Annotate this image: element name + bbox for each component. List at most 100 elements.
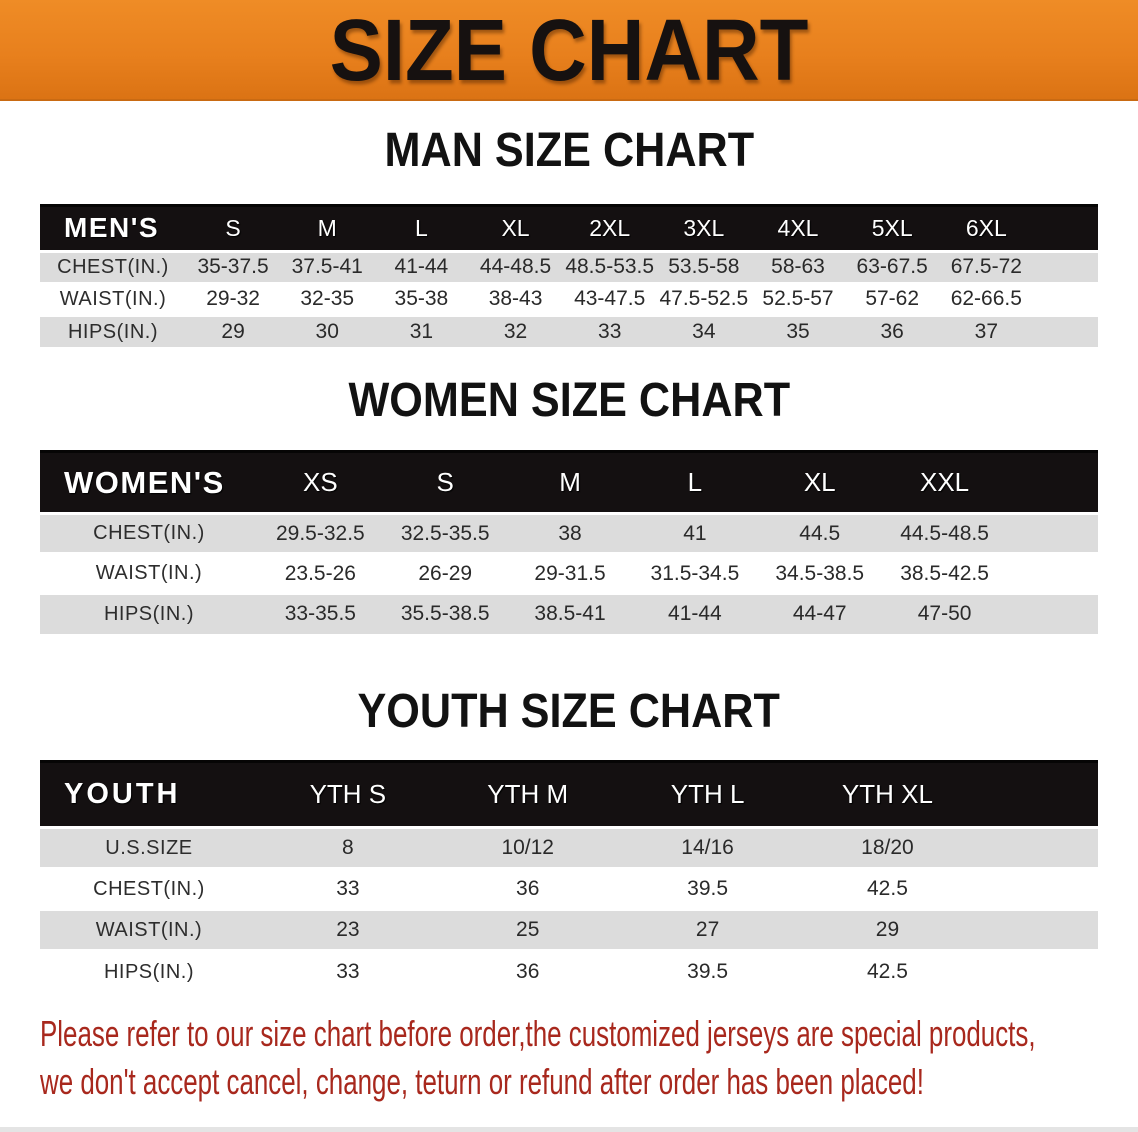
youth-value-r0-c2: 14/16 bbox=[617, 826, 798, 869]
women-size-table: WOMEN'S XS S M L XL XXL CHEST(IN.) 29.5-32.5 32.… bbox=[40, 450, 1098, 634]
youth-size-section: YOUTH SIZE CHART YOUTH YTH S YTH M YTH L YTH… bbox=[0, 685, 1138, 992]
man-row-label-0: CHEST(IN.) bbox=[40, 249, 186, 284]
women-value-r0-c5: 44.5-48.5 bbox=[882, 512, 1007, 554]
man-value-r2-c5: 34 bbox=[656, 313, 751, 348]
man-value-r1-c8: 62-66.5 bbox=[939, 281, 1034, 316]
man-header-filler bbox=[1033, 203, 1098, 253]
man-size-header-m: M bbox=[280, 203, 375, 253]
man-size-header-3xl: 3XL bbox=[656, 203, 751, 253]
man-header-row: MEN'S S M L XL 2XL 3XL 4XL 5XL 6XL bbox=[40, 203, 1098, 253]
youth-value-r2-c3: 29 bbox=[797, 908, 978, 951]
youth-section-heading: YOUTH SIZE CHART bbox=[0, 685, 1138, 739]
youth-row-label-1: CHEST(IN.) bbox=[40, 867, 258, 910]
man-table-row-2: HIPS(IN.) 29 30 31 32 33 34 35 36 37 bbox=[40, 313, 1098, 348]
women-value-r1-c4: 34.5-38.5 bbox=[757, 552, 883, 594]
disclaimer-line-2: we don't accept cancel, change, teturn o… bbox=[40, 1061, 924, 1103]
women-section-heading: WOMEN SIZE CHART bbox=[0, 374, 1138, 428]
man-row-label-1: WAIST(IN.) bbox=[40, 281, 186, 316]
women-value-r1-c1: 26-29 bbox=[382, 552, 508, 594]
man-size-header-xl: XL bbox=[468, 203, 563, 253]
youth-value-r3-c1: 36 bbox=[437, 949, 618, 992]
women-value-r1-c5: 38.5-42.5 bbox=[882, 552, 1007, 594]
man-row-label-2: HIPS(IN.) bbox=[40, 313, 186, 348]
women-size-header-l: L bbox=[632, 450, 758, 515]
man-value-r0-c1: 37.5-41 bbox=[280, 249, 375, 284]
youth-size-header-yth-s: YTH S bbox=[257, 760, 438, 829]
man-value-r2-c0: 29 bbox=[186, 313, 281, 348]
man-value-r1-c1: 32-35 bbox=[280, 281, 375, 316]
women-value-r2-c0: 33-35.5 bbox=[257, 592, 383, 634]
youth-header-row: YOUTH YTH S YTH M YTH L YTH XL bbox=[40, 760, 1098, 829]
man-group-label: MEN'S bbox=[40, 203, 186, 253]
man-value-r0-c4: 48.5-53.5 bbox=[562, 249, 657, 284]
women-value-r2-c3: 41-44 bbox=[632, 592, 758, 634]
man-value-r2-c7: 36 bbox=[845, 313, 940, 348]
youth-value-r2-c0: 23 bbox=[257, 908, 438, 951]
youth-value-r1-c2: 39.5 bbox=[617, 867, 798, 910]
women-section-heading-text: WOMEN SIZE CHART bbox=[348, 374, 790, 428]
man-row-filler-0 bbox=[1033, 249, 1098, 284]
youth-size-header-yth-l: YTH L bbox=[617, 760, 798, 829]
women-group-label: WOMEN'S bbox=[40, 450, 258, 515]
man-value-r2-c1: 30 bbox=[280, 313, 375, 348]
women-value-r0-c2: 38 bbox=[507, 512, 633, 554]
women-row-filler-1 bbox=[1007, 552, 1098, 594]
youth-value-r1-c1: 36 bbox=[437, 867, 618, 910]
women-table-row-2: HIPS(IN.) 33-35.5 35.5-38.5 38.5-41 41-44 44-… bbox=[40, 592, 1098, 634]
youth-row-label-2: WAIST(IN.) bbox=[40, 908, 258, 951]
man-value-r1-c4: 43-47.5 bbox=[562, 281, 657, 316]
man-table-row-0: CHEST(IN.) 35-37.5 37.5-41 41-44 44-48.5 48.5… bbox=[40, 249, 1098, 284]
man-section-heading-text: MAN SIZE CHART bbox=[384, 124, 754, 177]
youth-size-header-yth-xl: YTH XL bbox=[797, 760, 978, 829]
youth-row-filler-1 bbox=[977, 867, 1098, 910]
women-size-section: WOMEN SIZE CHART WOMEN'S XS S M L XL XXL CHEST… bbox=[0, 374, 1138, 634]
women-value-r1-c3: 31.5-34.5 bbox=[632, 552, 758, 594]
women-value-r0-c1: 32.5-35.5 bbox=[382, 512, 508, 554]
youth-value-r2-c2: 27 bbox=[617, 908, 798, 951]
man-value-r2-c6: 35 bbox=[750, 313, 846, 348]
women-value-r2-c5: 47-50 bbox=[882, 592, 1007, 634]
women-table-row-1: WAIST(IN.) 23.5-26 26-29 29-31.5 31.5-34.5 34… bbox=[40, 552, 1098, 594]
disclaimer-line-1: Please refer to our size chart before or… bbox=[40, 1012, 1036, 1054]
youth-table-row-0: U.S.SIZE 8 10/12 14/16 18/20 bbox=[40, 826, 1098, 869]
man-value-r0-c2: 41-44 bbox=[374, 249, 469, 284]
man-value-r0-c8: 67.5-72 bbox=[939, 249, 1034, 284]
youth-value-r2-c1: 25 bbox=[437, 908, 618, 951]
man-value-r1-c6: 52.5-57 bbox=[750, 281, 846, 316]
man-size-section: MAN SIZE CHART MEN'S S M L XL 2XL 3XL 4XL 5XL 6XL… bbox=[0, 124, 1138, 348]
man-value-r2-c3: 32 bbox=[468, 313, 563, 348]
youth-value-r3-c0: 33 bbox=[257, 949, 438, 992]
man-size-header-5xl: 5XL bbox=[845, 203, 940, 253]
women-size-header-s: S bbox=[382, 450, 508, 515]
youth-group-label: YOUTH bbox=[40, 760, 258, 829]
women-value-r2-c4: 44-47 bbox=[757, 592, 883, 634]
women-value-r0-c4: 44.5 bbox=[757, 512, 883, 554]
man-value-r0-c3: 44-48.5 bbox=[468, 249, 563, 284]
youth-size-header-yth-m: YTH M bbox=[437, 760, 618, 829]
man-value-r1-c7: 57-62 bbox=[845, 281, 940, 316]
women-row-filler-2 bbox=[1007, 592, 1098, 634]
youth-row-label-0: U.S.SIZE bbox=[40, 826, 258, 869]
youth-value-r1-c3: 42.5 bbox=[797, 867, 978, 910]
youth-row-filler-3 bbox=[977, 949, 1098, 992]
bottom-edge-strip bbox=[0, 1127, 1138, 1132]
youth-row-label-3: HIPS(IN.) bbox=[40, 949, 258, 992]
women-value-r1-c2: 29-31.5 bbox=[507, 552, 633, 594]
man-size-header-l: L bbox=[374, 203, 469, 253]
man-value-r2-c2: 31 bbox=[374, 313, 469, 348]
women-size-header-xl: XL bbox=[757, 450, 883, 515]
youth-value-r0-c1: 10/12 bbox=[437, 826, 618, 869]
youth-size-table: YOUTH YTH S YTH M YTH L YTH XL U.S.SIZE 8 10/1… bbox=[40, 760, 1098, 992]
man-section-heading: MAN SIZE CHART bbox=[0, 124, 1138, 178]
man-value-r0-c0: 35-37.5 bbox=[186, 249, 281, 284]
man-value-r2-c8: 37 bbox=[939, 313, 1034, 348]
youth-row-filler-0 bbox=[977, 826, 1098, 869]
man-table-row-1: WAIST(IN.) 29-32 32-35 35-38 38-43 43-47.5 47.… bbox=[40, 281, 1098, 316]
youth-value-r0-c3: 18/20 bbox=[797, 826, 978, 869]
man-value-r1-c3: 38-43 bbox=[468, 281, 563, 316]
youth-value-r0-c0: 8 bbox=[257, 826, 438, 869]
women-size-header-m: M bbox=[507, 450, 633, 515]
man-size-header-2xl: 2XL bbox=[562, 203, 657, 253]
women-value-r1-c0: 23.5-26 bbox=[257, 552, 383, 594]
youth-table-row-3: HIPS(IN.) 33 36 39.5 42.5 bbox=[40, 949, 1098, 992]
